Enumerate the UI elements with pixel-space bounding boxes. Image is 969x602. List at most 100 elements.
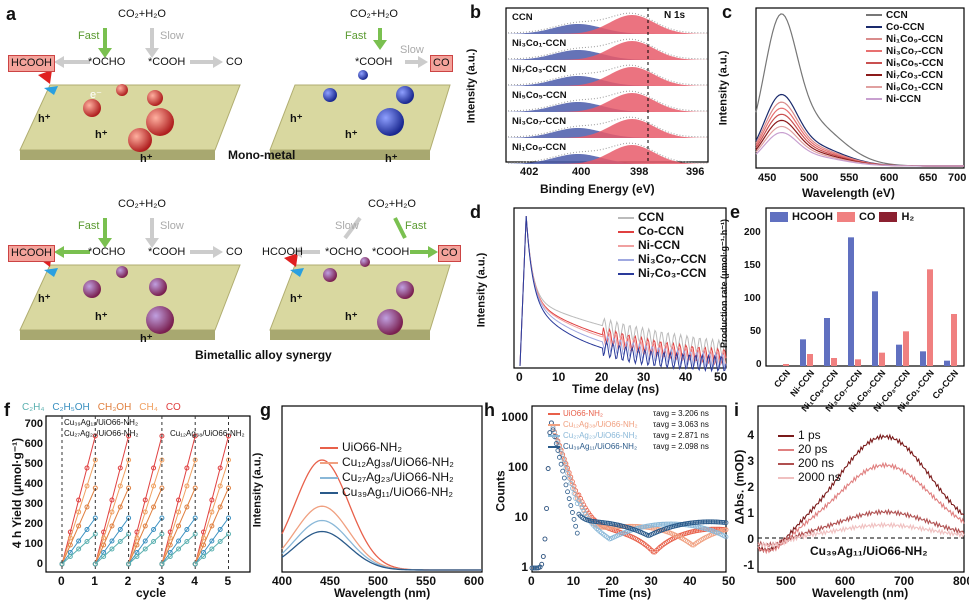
panel-g-pl: g UiO66-NH₂ Cu₁₂Ag₃₈/UiO66-NH₂ Cu₂₇Ag₂₃/Ui… [251,398,488,602]
panel-label-d: d [470,202,481,222]
chart-e-bar-0-1 [783,364,789,366]
chart-f-point-2-1-3 [151,483,157,489]
chart-c-curve-7 [755,131,965,167]
chart-f-point-4-0-3 [217,465,223,471]
label-hplus-10: h⁺ [290,293,303,305]
chart-e-bar-7-0 [944,360,950,366]
chart-f-line-3-4 [161,533,196,565]
chart-h-point-3-7 [540,554,546,559]
chart-g-legend-item-2: Cu₂₇Ag₂₃/UiO66-NH₂ [320,470,454,485]
chart-f-point-2-3-2 [142,538,148,544]
chart-b-xtick-0: 402 [520,166,539,178]
chart-f-line-1-4 [94,533,129,565]
chart-b-row-3: Ni₅Co₅-CCN [512,90,567,101]
chart-f-point-2-1-2 [142,509,148,515]
label-cooh-1: *COOH [148,56,186,68]
panel-label-e: e [730,202,741,222]
chart-c-legend-item-7: Ni-CCN [866,94,944,106]
chart-h-point-2-25 [570,486,575,491]
chart-f-line-2-4 [128,533,163,565]
chart-b-row-1: Ni₃Co₁-CCN [512,38,567,49]
chart-f-point-1-4-2 [109,546,115,552]
chart-f-line-3-1 [161,459,196,565]
chart-f-point-2-2-2 [142,523,148,529]
chart-h-point-2-79 [657,522,663,527]
label-co-4: CO [438,245,461,262]
chart-i-xlabel: Wavelength (nm) [812,586,909,600]
chart-h-xtick-0: 0 [528,574,535,588]
chart-f-point-4-4-0 [192,561,198,567]
chart-f-point-1-1-3 [117,483,123,489]
chart-f-point-4-2-1 [201,542,207,548]
chart-f-line-4-1 [194,459,229,565]
chart-b-row-4: Ni₃Co₇-CCN [512,116,567,127]
chart-b-envelope-5 [507,142,709,164]
chart-f-ytick-5: 500 [24,458,43,470]
chart-b-envelope-2 [507,64,709,86]
chart-i-legend-item-2: 200 ns [778,456,841,470]
chart-h-xlabel: Time (ns) [598,586,652,600]
panel-a-schematic: a [0,0,461,368]
chart-f-line-3-2 [161,487,196,565]
chart-f-point-3-4-0 [159,561,165,567]
chart-f-point-3-0-2 [176,497,182,503]
chart-b-title: N 1s [664,10,686,21]
label-hplus-5: h⁺ [345,129,358,141]
label-eminus-1: e⁻ [90,89,102,101]
chart-h-point-3-39 [592,519,598,524]
chart-e-bar-5-1 [903,331,909,366]
chart-c-curve-5 [755,119,965,167]
panel-h-trpl: h UiO66-NH₂ τavg = 3.206 ns Cu₁₂Ag₃₈/UiO66… [484,398,735,602]
chart-f-line-2-1 [128,459,163,565]
chart-i-xtick-0: 500 [776,574,797,588]
panel-label-i: i [734,400,740,420]
chart-f-point-4-2-2 [209,523,215,529]
chart-h-point-3-21 [563,482,569,488]
chart-h-ytick-3: 1000 [501,410,528,424]
chart-f-point-3-2-2 [176,523,182,529]
chart-h-ytick-0: 1 [521,560,528,574]
chart-b-peak-blue-3 [508,102,708,112]
chart-h-ylabel: Counts [493,470,508,512]
chart-h-svg [529,405,729,573]
chart-f-point-3-4-3 [184,539,190,544]
chart-c-xtick-3: 600 [880,172,899,184]
chart-h-xtick-3: 30 [644,574,658,588]
chart-f-ytick-1: 100 [24,538,43,550]
chart-f-point-0-2-2 [76,523,82,529]
chart-h-point-3-118 [720,519,726,525]
chart-i-svg [757,405,965,573]
panel-i-ta: i 1 ps 20 ps 200 ns 2000 ns Cu₃₉Ag₁₁/UiO66-… [732,398,969,602]
label-fast-1: Fast [78,30,100,42]
chart-i-curve-0 [757,433,965,554]
chart-h-point-2-27 [573,496,579,501]
chart-b-row-5: Ni₁Co₉-CCN [512,142,567,153]
chart-h-point-2-81 [660,521,666,527]
chart-f-point-1-1-2 [109,509,115,515]
chart-i-ytick-3: 2 [747,480,754,494]
legend-swatch-h2 [879,212,898,222]
chart-f-point-3-3-2 [176,538,182,544]
chart-e-bar-3-0 [848,237,854,366]
chart-i-ytick-0: -1 [743,558,754,572]
chart-h-point-3-115 [715,519,721,525]
chart-e-bar-2-1 [831,358,837,366]
label-hcooh-1: HCOOH [8,55,55,72]
chart-c-xtick-5: 700 [948,172,967,184]
chart-h-point-1-46 [603,525,609,530]
chart-h-point-3-100 [691,520,697,526]
chart-b-row-2: Ni₇Co₃-CCN [512,64,567,75]
label-co2h2o-1: CO₂+H₂O [118,8,166,20]
chart-h-point-2-18 [558,450,564,456]
label-cooh-3: *COOH [148,246,186,258]
panel-c-pl: c CCN Co-CCN Ni₁Co₉-CCN Ni₃Co₇-CCN Ni₅Co₅-CC… [716,0,969,200]
chart-f-point-0-4-2 [76,546,82,552]
label-hplus-8: h⁺ [95,311,108,323]
chart-f-line-4-2 [194,487,229,565]
chart-b-peak-red-3 [508,93,708,112]
chart-f-point-1-3-2 [109,538,115,544]
chart-g-legend: UiO66-NH₂ Cu₁₂Ag₃₈/UiO66-NH₂ Cu₂₇Ag₂₃/UiO6… [320,440,454,500]
chart-h-xtick-4: 40 [683,574,697,588]
chart-i-legend-item-3: 2000 ns [778,470,841,484]
chart-b-peak-blue-5 [508,154,708,164]
